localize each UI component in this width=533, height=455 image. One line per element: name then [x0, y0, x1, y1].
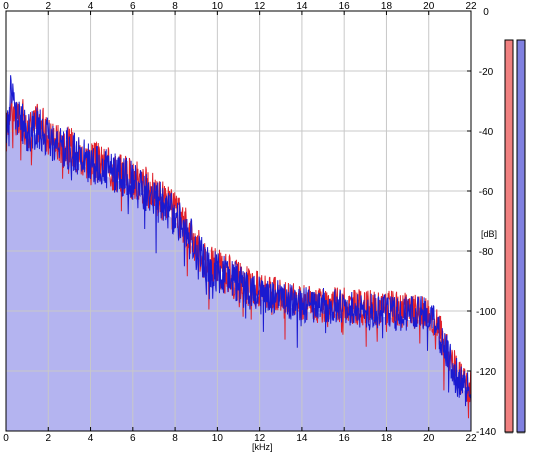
plot-frame-rect: [5, 10, 472, 432]
x-tick-label-top: 20: [423, 1, 435, 12]
level-meter-left: [504, 39, 514, 433]
series-lines: [5, 75, 472, 419]
y-tick-label: -20: [479, 67, 494, 78]
x-tick-label-top: 12: [254, 1, 266, 12]
x-tick-label-bottom: 10: [212, 433, 224, 444]
x-tick-label-bottom: 22: [465, 433, 477, 444]
plot-frame: [5, 10, 472, 432]
level-meter-right: [516, 39, 526, 433]
x-tick-label-top: 14: [296, 1, 308, 12]
x-tick-label-top: 6: [130, 1, 136, 12]
x-tick-label-top: 8: [172, 1, 178, 12]
x-tick-label-bottom: 18: [381, 433, 393, 444]
x-tick-label-bottom: 8: [172, 433, 178, 444]
grid-lines: [6, 11, 471, 431]
x-axis-unit-label: [kHz]: [252, 442, 273, 452]
x-tick-label-top: 4: [88, 1, 94, 12]
y-tick-label: -140: [476, 427, 496, 438]
x-tick-label-top: 0: [3, 1, 9, 12]
x-tick-label-top: 22: [465, 1, 477, 12]
y-tick-label: -40: [479, 127, 494, 138]
x-axis-bottom-ticks: 0 2 4 6 8 10 12 14 16 18 20 22: [3, 427, 477, 444]
x-tick-label-bottom: 4: [88, 433, 94, 444]
y-tick-label: -120: [476, 367, 496, 378]
y-tick-label: -100: [476, 307, 496, 318]
x-tick-label-bottom: 6: [130, 433, 136, 444]
x-tick-label-top: 10: [212, 1, 224, 12]
y-axis-unit-label: [dB]: [481, 229, 497, 239]
y-tick-label: -60: [479, 187, 494, 198]
x-tick-label-top: 18: [381, 1, 393, 12]
x-axis-top-ticks: 0 2 4 6 8 10 12 14 16 18 20 22: [3, 1, 477, 15]
x-tick-label-top: 16: [339, 1, 351, 12]
x-tick-label-bottom: 14: [296, 433, 308, 444]
x-tick-label-bottom: 16: [339, 433, 351, 444]
x-tick-label-top: 2: [45, 1, 51, 12]
series-line-blue: [5, 75, 472, 407]
x-tick-label-bottom: 12: [254, 433, 266, 444]
x-tick-label-bottom: 0: [3, 433, 9, 444]
x-tick-label-bottom: 20: [423, 433, 435, 444]
spectrum-fill-area: [6, 92, 471, 431]
y-tick-label: 0: [483, 7, 489, 18]
level-meters: [504, 39, 526, 434]
spectrum-fill-path: [6, 92, 471, 431]
y-tick-label: -80: [479, 247, 494, 258]
y-axis-ticks: 0 -20 -40 -60 -80 -100 -120 -140: [467, 7, 496, 438]
x-tick-label-bottom: 2: [45, 433, 51, 444]
